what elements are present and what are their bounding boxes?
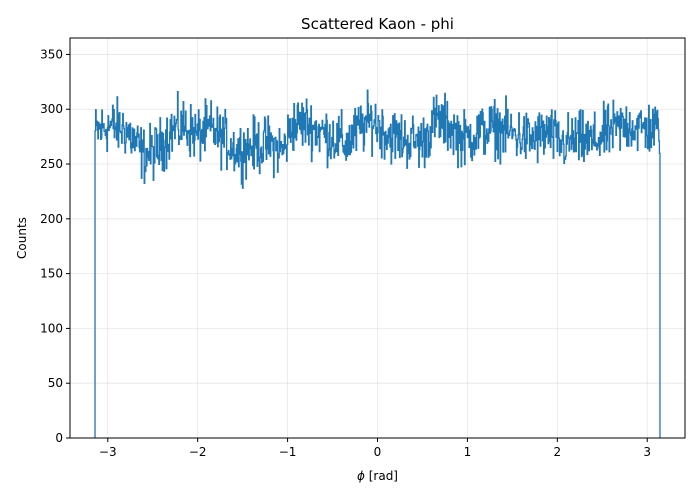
y-tick-label: 200	[40, 212, 63, 226]
y-tick-label: 150	[40, 267, 63, 281]
chart-title: Scattered Kaon - phi	[301, 15, 454, 33]
grid	[70, 38, 685, 439]
x-tick-label: 0	[374, 445, 382, 459]
histogram-bars	[94, 89, 661, 438]
x-tick-label: −3	[99, 445, 117, 459]
y-tick-label: 300	[40, 102, 63, 116]
x-axis-unit: [rad]	[365, 469, 398, 483]
x-axis-symbol: ϕ	[357, 469, 365, 483]
histogram-step-line	[94, 89, 661, 438]
axis-ticks: −3 −2 −1 0 1 2 3 0 50 100 150 200 250 300 350	[40, 47, 651, 459]
x-tick-label: 3	[643, 445, 651, 459]
y-tick-label: 350	[40, 47, 63, 61]
x-tick-label: −2	[189, 445, 207, 459]
x-tick-label: 1	[464, 445, 472, 459]
y-tick-label: 0	[55, 431, 63, 445]
y-axis-label: Counts	[15, 217, 29, 259]
y-tick-label: 50	[48, 376, 63, 390]
y-tick-label: 100	[40, 321, 63, 335]
x-axis-label: ϕ [rad]	[357, 469, 398, 483]
x-tick-label: −1	[279, 445, 297, 459]
y-tick-label: 250	[40, 157, 63, 171]
x-tick-label: 2	[554, 445, 562, 459]
